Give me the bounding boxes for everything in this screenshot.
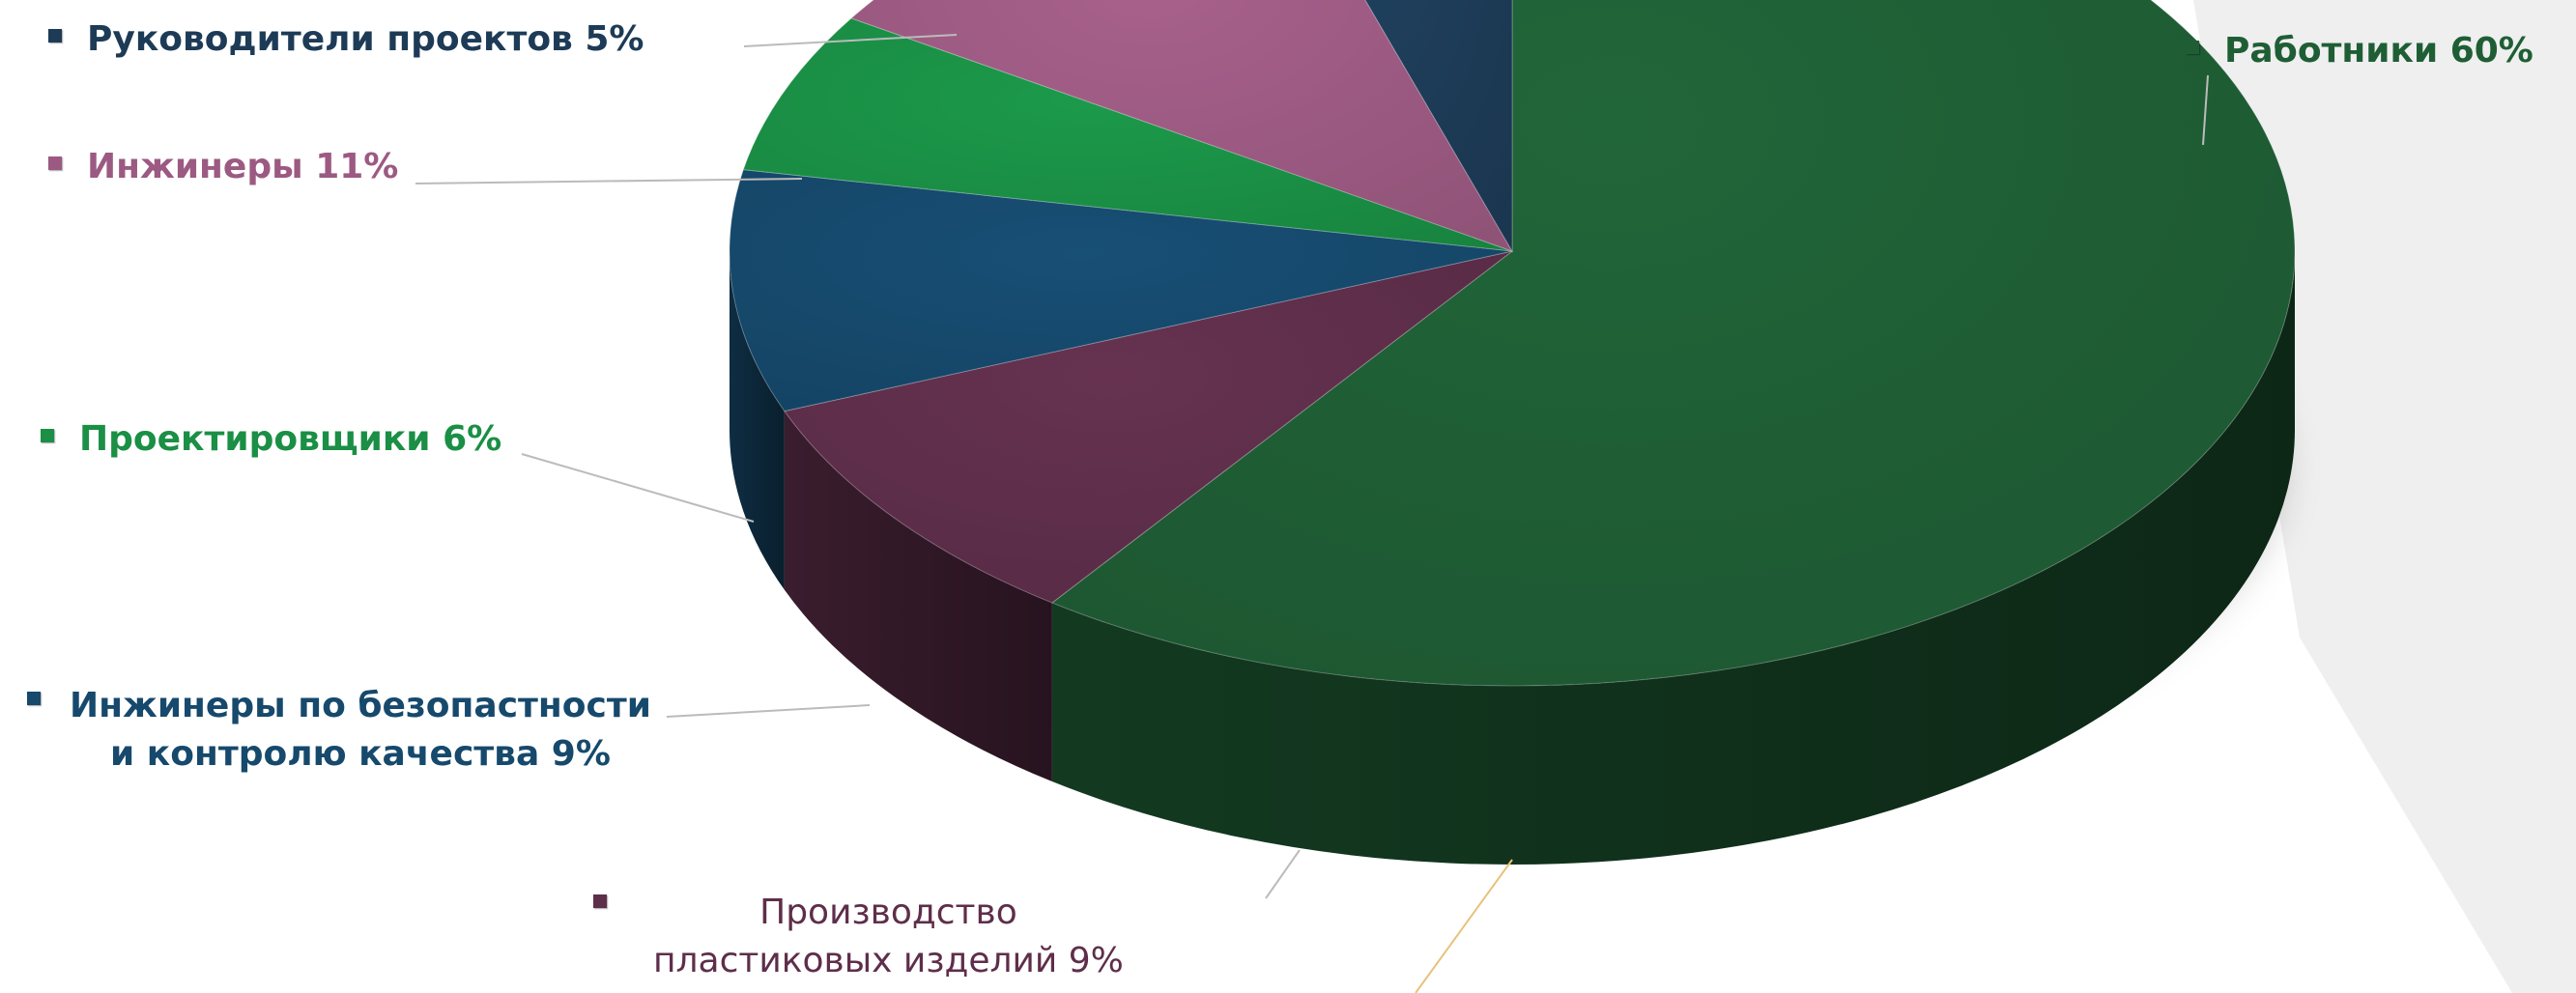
- pie-slice-2: [729, 169, 1513, 412]
- leader-line-1: [743, 34, 958, 47]
- pie-slice-3: [742, 17, 1513, 252]
- legend-swatch-managers: [48, 29, 62, 43]
- pie-side-0: [1051, 251, 2295, 865]
- legend-swatch-engineers: [48, 156, 62, 170]
- leader-line-0: [2202, 74, 2209, 146]
- label-managers: Руководители проектов 5%: [48, 15, 644, 64]
- label-plastic-production-line1: Производство: [759, 893, 1017, 932]
- label-workers-text: Работники 60%: [2224, 31, 2533, 71]
- leader-line-6: [1415, 859, 1513, 993]
- pie-slice-4: [850, 0, 1514, 252]
- label-safety-engineers: Инжинеры по безопастности и контролю кач…: [27, 682, 651, 779]
- pie-slice-1: [784, 250, 1513, 604]
- label-safety-engineers-line2: и контролю качества 9%: [110, 734, 611, 774]
- label-plastic-production-line2: пластиковых изделий 9%: [653, 941, 1124, 980]
- label-designers-text: Проектировщики 6%: [79, 419, 502, 459]
- pie-slice-0: [1050, 0, 2296, 687]
- label-safety-engineers-line1: Инжинеры по безопастности: [70, 686, 651, 725]
- pie-top: [729, 0, 2296, 687]
- label-engineers: Инжинеры 11%: [48, 143, 398, 191]
- label-managers-text: Руководители проектов 5%: [87, 19, 644, 59]
- leader-line-5: [1265, 849, 1301, 899]
- legend-swatch-plastic-production: [593, 894, 607, 908]
- pie-side-walls: [730, 251, 2295, 865]
- leader-line-4: [666, 704, 871, 718]
- leader-lines: [415, 34, 2209, 993]
- legend-swatch-workers: [2186, 41, 2199, 54]
- pie-slice-5: [1364, 0, 1513, 253]
- pie-side-2: [730, 251, 785, 590]
- legend-swatch-safety-engineers: [27, 692, 41, 705]
- label-workers: Работники 60%: [2186, 27, 2533, 75]
- leader-line-2: [415, 178, 803, 184]
- label-designers: Проектировщики 6%: [41, 415, 501, 464]
- label-engineers-text: Инжинеры 11%: [87, 147, 399, 186]
- pie-side-1: [784, 411, 1052, 782]
- leader-line-3: [521, 453, 755, 523]
- label-plastic-production: Производство пластиковых изделий 9%: [593, 889, 1124, 985]
- legend-swatch-designers: [41, 429, 54, 442]
